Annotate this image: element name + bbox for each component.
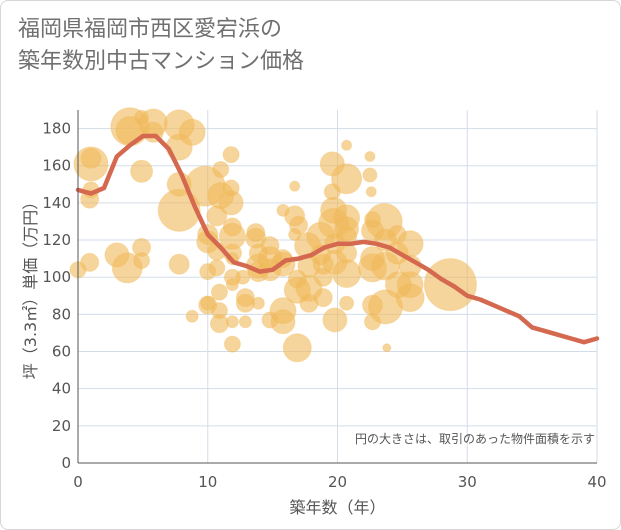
bubble-point <box>365 186 377 198</box>
bubble-point <box>322 307 348 333</box>
bubble-point <box>185 309 199 323</box>
bubble-point <box>133 251 151 269</box>
title-line-2: 築年数別中古マンション価格 <box>18 49 305 74</box>
y-tick-label: 80 <box>52 305 71 323</box>
bubble-point <box>80 147 102 169</box>
bubble-point <box>332 258 362 288</box>
bubble-point <box>225 315 239 329</box>
y-tick-label: 140 <box>42 194 71 212</box>
bubble-point <box>238 315 252 329</box>
x-tick-label: 40 <box>587 473 606 491</box>
average-price-line <box>75 133 600 345</box>
bubble-point <box>235 269 251 285</box>
bubble-point <box>235 293 255 313</box>
bubble-point <box>222 146 240 164</box>
x-tick-label: 0 <box>73 473 83 491</box>
bubble-point <box>178 118 206 146</box>
title-line-1: 福岡県福岡市西区愛宕浜の <box>18 17 283 42</box>
y-tick-label: 120 <box>42 231 71 249</box>
bubble-point <box>208 259 226 277</box>
bubble-point <box>210 283 228 301</box>
trend-line-group <box>75 133 600 345</box>
size-legend-note: 円の大きさは、取引のあった物件面積を示す <box>355 431 595 446</box>
bubble-point <box>209 314 229 334</box>
bubble-point <box>364 150 376 162</box>
x-axis-label: 築年数（年） <box>289 498 385 517</box>
bubble-point <box>225 278 239 292</box>
y-axis-label: 坪（3.3㎡）単価（万円） <box>21 194 40 379</box>
x-tick-label: 10 <box>198 473 217 491</box>
y-tick-label: 160 <box>42 157 71 175</box>
bubble-point <box>331 163 363 195</box>
bubble-point <box>212 160 230 178</box>
bubble-point <box>341 139 353 151</box>
bubble-point <box>395 283 425 313</box>
y-tick-label: 40 <box>52 380 71 398</box>
bubble-point <box>80 252 100 272</box>
bubble-point <box>339 295 355 311</box>
bubble-point <box>382 343 392 353</box>
axes: 0 20 40 60 80 100 120 140 160 180 0 10 20 30 40 <box>42 110 607 491</box>
y-tick-label: 20 <box>52 417 71 435</box>
y-tick-label: 0 <box>61 454 71 472</box>
y-tick-label: 180 <box>42 120 71 138</box>
bubble-point <box>362 167 378 183</box>
y-tick-label: 60 <box>52 343 71 361</box>
bubble-point <box>218 190 244 216</box>
y-tick-label: 100 <box>42 268 71 286</box>
chart-title: 福岡県福岡市西区愛宕浜の 築年数別中古マンション価格 <box>18 14 304 78</box>
bubble-point <box>289 180 301 192</box>
bubble-point <box>130 159 154 183</box>
bubble-point <box>313 288 333 308</box>
bubble-point <box>313 267 333 287</box>
bubble-point <box>251 296 265 310</box>
bubble-point <box>282 333 312 363</box>
bubble-point <box>168 253 190 275</box>
bubble-point <box>223 335 241 353</box>
bubble-point <box>270 309 296 335</box>
bubble-point <box>289 215 309 235</box>
x-tick-label: 20 <box>328 473 347 491</box>
x-tick-label: 30 <box>458 473 477 491</box>
